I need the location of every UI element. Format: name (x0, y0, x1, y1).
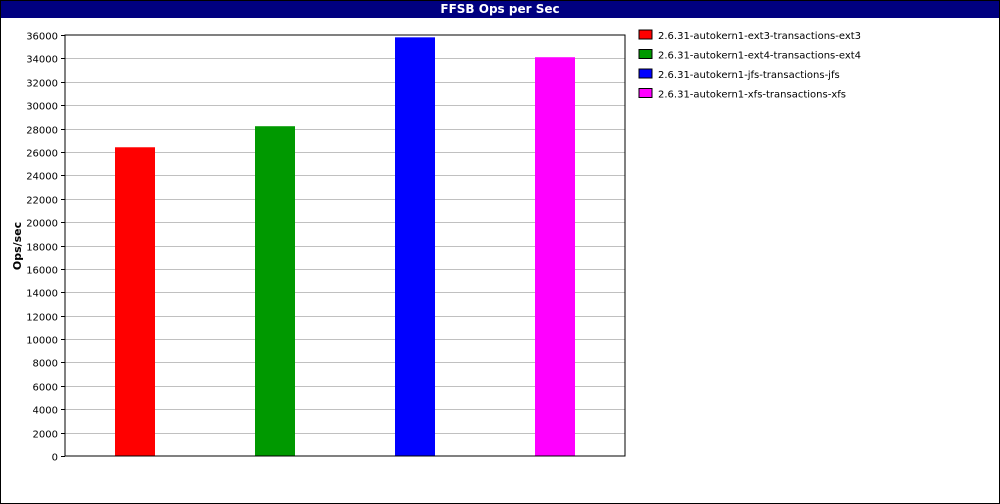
y-tick-label: 28000 (26, 126, 58, 137)
y-tick-label: 32000 (26, 79, 58, 90)
chart-title: FFSB Ops per Sec (1, 1, 999, 18)
legend-swatch (638, 68, 653, 79)
legend-entry: 2.6.31-autokern1-ext4-transactions-ext4 (658, 51, 861, 62)
y-tick-label: 18000 (26, 243, 58, 254)
y-tick-label: 24000 (26, 172, 58, 183)
y-tick-label: 2000 (33, 430, 58, 441)
y-tick-label: 22000 (26, 196, 58, 207)
y-tick-label: 4000 (33, 406, 58, 417)
bar (255, 126, 295, 456)
legend-entry: 2.6.31-autokern1-jfs-transactions-jfs (658, 70, 840, 81)
y-tick-label: 16000 (26, 266, 58, 277)
plot-area-border (64, 34, 626, 457)
legend-swatch (638, 49, 653, 59)
y-tick-label: 8000 (33, 359, 58, 370)
bar (535, 57, 575, 456)
y-tick-label: 12000 (26, 313, 58, 324)
legend-entry: 2.6.31-autokern1-xfs-transactions-xfs (658, 90, 846, 101)
legend-swatch (638, 88, 653, 98)
legend-entry: 2.6.31-autokern1-ext3-transactions-ext3 (658, 31, 861, 42)
y-tick-label: 6000 (33, 383, 58, 394)
y-tick-label: 34000 (26, 55, 58, 66)
y-tick-label: 20000 (26, 219, 58, 230)
y-tick-label: 14000 (26, 289, 58, 300)
bar (395, 37, 435, 456)
y-tick-label: 26000 (26, 149, 58, 160)
y-tick-label: 0 (52, 453, 58, 464)
y-tick-label: 30000 (26, 102, 58, 113)
bar (115, 147, 155, 456)
y-axis-label: Ops/sec (11, 222, 24, 270)
legend-swatch (638, 29, 653, 40)
y-tick-label: 10000 (26, 336, 58, 347)
y-tick-label: 36000 (26, 32, 58, 43)
